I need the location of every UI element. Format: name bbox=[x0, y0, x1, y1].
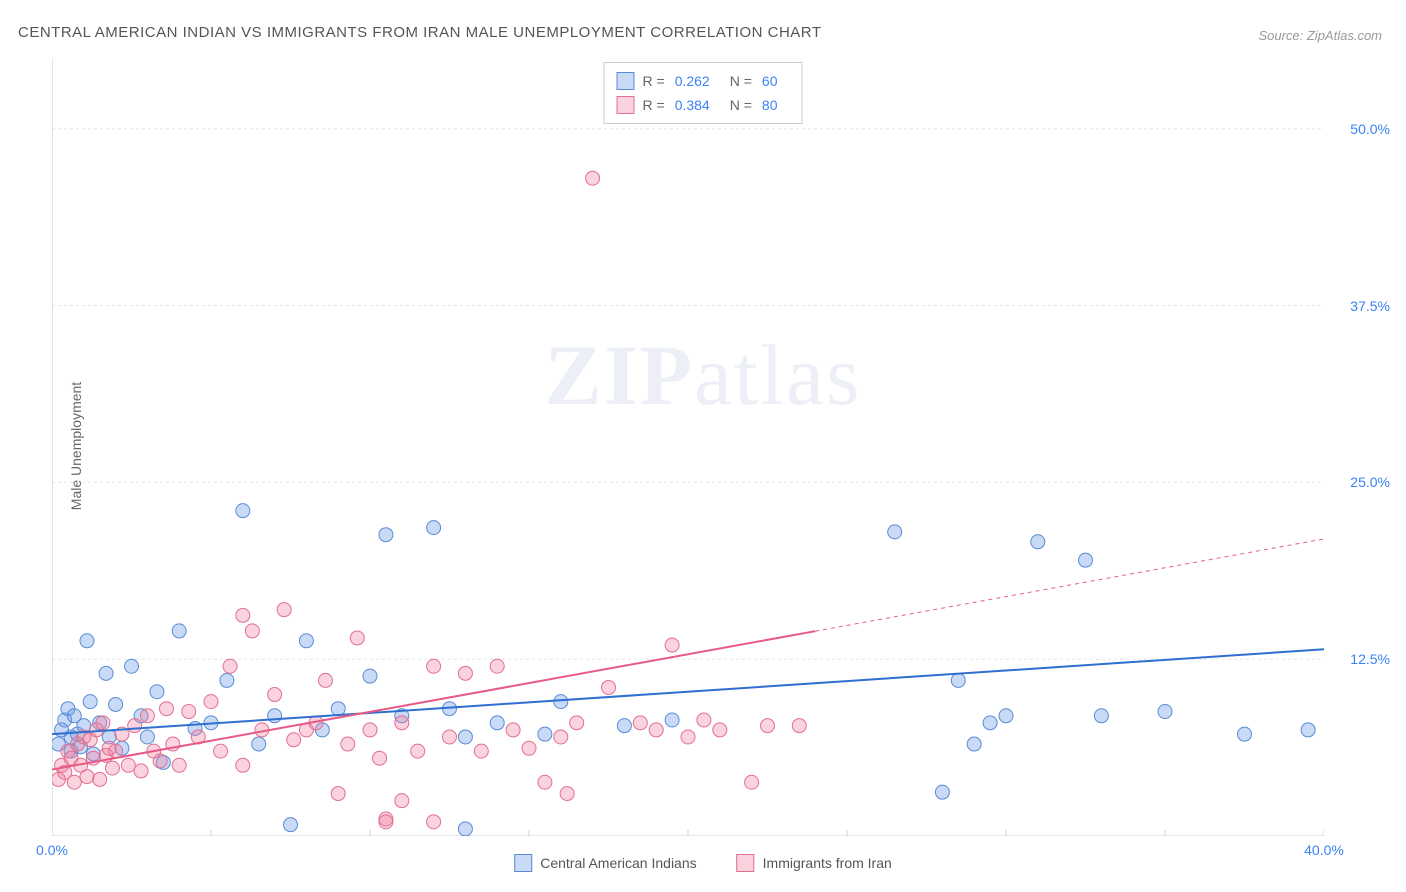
y-tick-label: 12.5% bbox=[1350, 651, 1390, 667]
y-tick-labels: 12.5% 25.0% 37.5% 50.0% bbox=[1330, 58, 1390, 836]
legend-swatch bbox=[514, 854, 532, 872]
legend-r-label: R = bbox=[643, 73, 665, 89]
legend-swatch bbox=[617, 72, 635, 90]
legend-n-value: 60 bbox=[762, 73, 778, 89]
legend-r-value: 0.262 bbox=[675, 73, 710, 89]
correlation-legend: R = 0.262 N = 60 R = 0.384 N = 80 bbox=[604, 62, 803, 124]
x-tick-label: 40.0% bbox=[1304, 842, 1344, 858]
plot-area bbox=[52, 58, 1324, 836]
legend-item-series-1: Central American Indians bbox=[514, 854, 696, 872]
series-legend: Central American Indians Immigrants from… bbox=[514, 854, 892, 872]
legend-swatch bbox=[617, 96, 635, 114]
x-tick-label: 0.0% bbox=[36, 842, 68, 858]
legend-item-series-2: Immigrants from Iran bbox=[737, 854, 892, 872]
legend-r-value: 0.384 bbox=[675, 97, 710, 113]
legend-row-series-1: R = 0.262 N = 60 bbox=[617, 69, 790, 93]
y-tick-label: 50.0% bbox=[1350, 121, 1390, 137]
legend-swatch bbox=[737, 854, 755, 872]
legend-r-label: R = bbox=[643, 97, 665, 113]
legend-row-series-2: R = 0.384 N = 80 bbox=[617, 93, 790, 117]
legend-n-label: N = bbox=[730, 97, 752, 113]
chart-title: CENTRAL AMERICAN INDIAN VS IMMIGRANTS FR… bbox=[18, 24, 822, 41]
legend-label: Immigrants from Iran bbox=[763, 855, 892, 871]
legend-n-label: N = bbox=[730, 73, 752, 89]
source-credit: Source: ZipAtlas.com bbox=[1258, 28, 1382, 43]
y-tick-label: 37.5% bbox=[1350, 298, 1390, 314]
legend-label: Central American Indians bbox=[540, 855, 696, 871]
y-tick-label: 25.0% bbox=[1350, 474, 1390, 490]
legend-n-value: 80 bbox=[762, 97, 778, 113]
